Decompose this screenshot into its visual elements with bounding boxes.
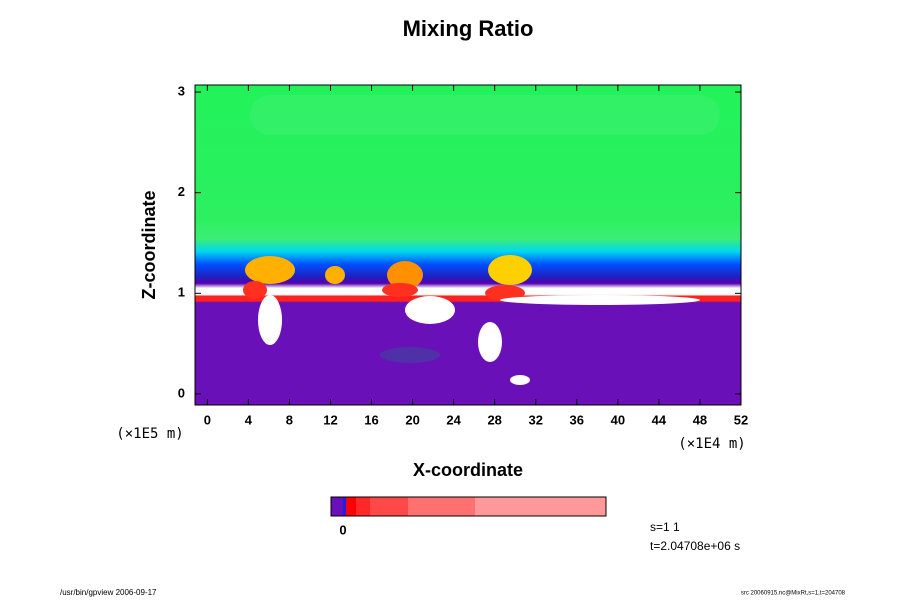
y-unit: (×1E5 m) (116, 426, 183, 442)
footer: /usr/bin/gpview 2006-09-17 (60, 588, 157, 597)
x-tick-label: 4 (245, 412, 253, 427)
x-axis-title: X-coordinate (413, 460, 523, 480)
x-tick-label: 52 (734, 412, 748, 427)
colorbar-cell (370, 497, 408, 516)
field (195, 85, 741, 405)
annotation: s=1 1 (650, 520, 680, 534)
field-region (510, 375, 530, 385)
colorbar-cell (356, 497, 370, 516)
colorbar: 0 (330, 496, 607, 537)
x-tick-label: 28 (487, 412, 501, 427)
x-unit: (×1E4 m) (678, 436, 745, 452)
x-tick-label: 32 (529, 412, 543, 427)
x-tick-label: 36 (570, 412, 584, 427)
y-tick-label: 3 (178, 83, 185, 98)
field-region (380, 347, 440, 363)
y-tick-label: 1 (178, 285, 185, 300)
chart-title: Mixing Ratio (403, 16, 534, 41)
field-region (387, 261, 423, 289)
colorbar-cell (343, 497, 346, 516)
field-region (478, 322, 502, 362)
x-tick-label: 8 (286, 412, 293, 427)
field-region (500, 295, 700, 305)
y-axis-title: Z-coordinate (139, 190, 159, 299)
field-region (250, 95, 720, 135)
field-region (245, 256, 295, 284)
x-tick-label: 16 (364, 412, 378, 427)
field-region (382, 283, 418, 297)
x-tick-label: 24 (446, 412, 461, 427)
colorbar-frame (330, 496, 607, 517)
x-tick-label: 44 (652, 412, 667, 427)
colorbar-cell (475, 497, 606, 516)
x-tick-label: 40 (611, 412, 625, 427)
colorbar-cell (408, 497, 475, 516)
field-region (405, 296, 455, 324)
field-background (195, 85, 741, 405)
x-tick-label: 48 (693, 412, 707, 427)
field-region (488, 255, 532, 285)
y-tick-label: 0 (178, 385, 185, 400)
annotation: t=2.04708e+06 s (650, 539, 740, 553)
field-region (258, 295, 282, 345)
x-tick-label: 20 (405, 412, 419, 427)
field-region (485, 285, 525, 301)
plot-frame (194, 84, 742, 406)
colorbar-cell (346, 497, 356, 516)
x-tick-label: 12 (323, 412, 337, 427)
colorbar-cell (331, 497, 343, 516)
field-region (243, 281, 267, 299)
colorbar-label: 0 (339, 522, 346, 537)
y-tick-label: 2 (178, 184, 185, 199)
field-region (325, 266, 345, 284)
x-tick-label: 0 (204, 412, 211, 427)
footer: src 20060915.nc@MixRt,s=1,t=204708 (741, 591, 846, 597)
